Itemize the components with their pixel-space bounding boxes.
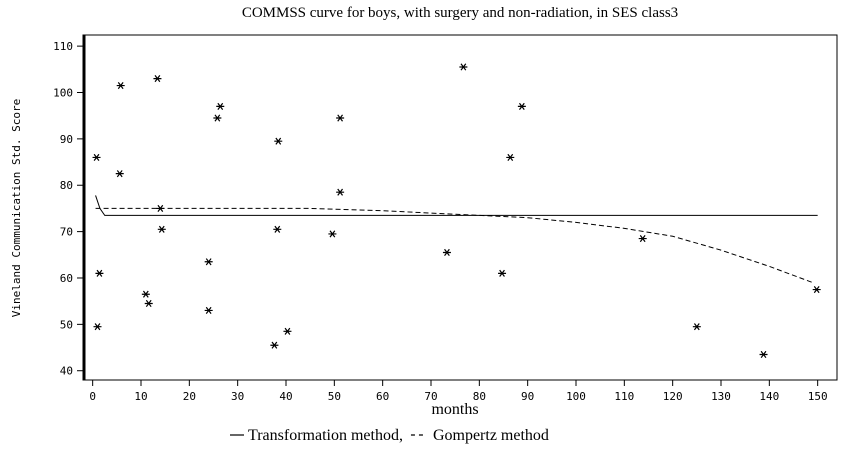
plot-frame [82, 34, 838, 381]
x-tick-label: 30 [231, 390, 244, 403]
point-marker [336, 188, 345, 196]
y-tick-label: 60 [60, 272, 73, 285]
legend: Transformation method, Gompertz method [230, 427, 549, 444]
x-tick-label: 60 [376, 390, 389, 403]
legend-separator: , [399, 427, 403, 444]
point-marker [144, 299, 153, 308]
x-tick-label: 40 [279, 390, 292, 403]
legend-label: Gompertz method [433, 427, 549, 444]
y-tick-label: 110 [53, 40, 73, 53]
point-marker [506, 153, 515, 161]
point-marker [759, 350, 768, 359]
point-marker [273, 225, 282, 233]
point-marker [153, 75, 162, 83]
point-marker [459, 63, 468, 71]
y-tick-label: 40 [60, 365, 73, 378]
point-marker [156, 204, 165, 212]
y-tick-label: 70 [60, 226, 73, 239]
y-tick-label: 90 [60, 133, 73, 146]
point-marker [498, 269, 507, 277]
point-marker [204, 258, 213, 266]
x-tick-label: 130 [711, 390, 731, 403]
point-marker [213, 114, 222, 122]
point-marker [141, 290, 150, 298]
x-tick-label: 90 [521, 390, 534, 403]
point-marker [204, 306, 213, 315]
point-marker [328, 230, 337, 238]
point-marker [812, 286, 821, 294]
x-tick-label: 100 [566, 390, 586, 403]
point-marker [93, 323, 102, 331]
x-tick-label: 70 [424, 390, 437, 403]
point-marker [157, 225, 166, 233]
x-axis-label: months [431, 401, 478, 418]
legend-label: Transformation method [248, 427, 399, 444]
point-marker [442, 248, 451, 257]
point-marker [95, 269, 104, 277]
point-marker [638, 235, 647, 243]
y-tick-label: 100 [53, 87, 73, 100]
x-tick-label: 120 [663, 390, 683, 403]
x-tick-label: 80 [473, 390, 486, 403]
line-series [95, 195, 818, 216]
line-series [95, 207, 814, 284]
x-tick-label: 110 [614, 390, 634, 403]
point-marker [115, 170, 124, 178]
point-marker [336, 114, 345, 122]
x-tick-label: 0 [89, 390, 96, 403]
chart-title: COMMSS curve for boys, with surgery and … [242, 5, 678, 21]
x-tick-label: 150 [808, 390, 828, 403]
point-marker [270, 341, 279, 349]
y-axis-label: Vineland Communication Std. Score [10, 99, 23, 318]
point-marker [274, 137, 283, 145]
x-tick-label: 10 [134, 390, 147, 403]
point-marker [517, 102, 526, 110]
point-marker [692, 323, 701, 331]
point-marker [116, 81, 125, 90]
point-marker [92, 153, 101, 161]
y-tick-label: 80 [60, 179, 73, 192]
x-tick-label: 20 [183, 390, 196, 403]
point-marker [216, 102, 225, 110]
y-tick-label: 50 [60, 318, 73, 331]
point-marker [283, 327, 292, 335]
x-tick-label: 50 [328, 390, 341, 403]
x-tick-label: 140 [759, 390, 779, 403]
